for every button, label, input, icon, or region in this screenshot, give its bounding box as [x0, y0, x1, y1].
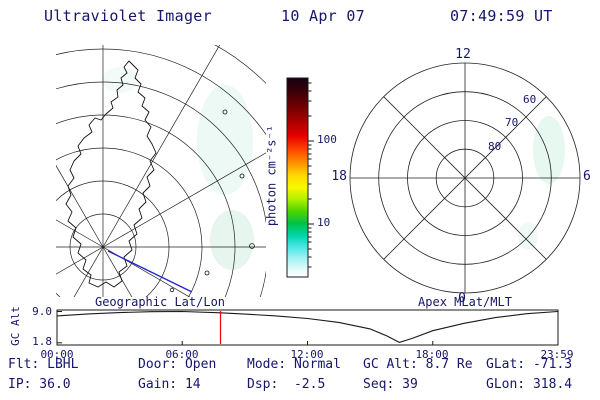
status-dsp: Dsp: -2.5: [247, 377, 326, 392]
islands: [169, 109, 255, 293]
orbit-track: [107, 250, 193, 293]
colorbar-ticks: [308, 82, 314, 268]
colorbar-units-label: photon cm⁻²s⁻¹: [264, 125, 279, 227]
status-door: Door: Open: [138, 357, 217, 372]
xtick-label: 18:00: [415, 348, 449, 361]
status-gain: Gain: 14: [138, 377, 201, 392]
mlat-ring-label-80: 80: [488, 140, 502, 153]
xtick-label: 00:00: [40, 348, 74, 361]
antarctica-coastline: [65, 60, 157, 288]
ytick-9: 9.0: [32, 305, 52, 318]
mlt-label-18: 18: [331, 169, 347, 184]
xtick-label: 12:00: [290, 348, 324, 361]
status-seq: Seq: 39: [363, 377, 418, 392]
geo-map-title: Geographic Lat/Lon: [94, 295, 226, 309]
gc-alt-curve: [56, 310, 558, 343]
colorbar-tick-100: 100: [317, 133, 337, 146]
gc-alt-axis-label: GC Alt: [8, 306, 22, 346]
gc-alt-plot: [56, 309, 559, 346]
status-gc-alt: GC Alt: 8.7 Re: [363, 357, 473, 372]
status-mode: Mode: Normal: [247, 357, 341, 372]
app-title: Ultraviolet Imager: [44, 7, 212, 25]
colorbar-gradient: [287, 78, 308, 277]
latlon-grid: [56, 45, 266, 297]
gc-alt-axis-ticks: [57, 311, 434, 345]
ytick-1-8: 1.8: [32, 335, 52, 348]
mlt-label-6: 6: [583, 169, 591, 184]
apex-emission-patches: [518, 116, 565, 250]
mlt-label-0: 0: [458, 291, 466, 306]
xtick-label: 06:00: [165, 348, 199, 361]
apex-grid: [349, 62, 581, 294]
mlat-ring-label-70: 70: [505, 116, 519, 129]
gc-alt-frame: [56, 309, 559, 346]
status-ip: IP: 36.0: [8, 377, 71, 392]
status-glat: GLat: -71.3: [486, 357, 573, 372]
geographic-map: [56, 45, 266, 297]
time-label: 07:49:59 UT: [450, 7, 553, 25]
uv-emission-patches: [102, 67, 254, 270]
status-flt: Flt: LBHL: [8, 357, 79, 372]
apex-plot-title: Apex MLat/MLT: [418, 295, 512, 309]
apex-polar-plot: [349, 62, 581, 294]
mlt-label-12: 12: [455, 47, 471, 62]
status-glon: GLon: 318.4: [486, 377, 573, 392]
colorbar: [286, 77, 314, 278]
mlat-ring-label-60: 60: [523, 93, 537, 106]
date-label: 10 Apr 07: [281, 7, 365, 25]
colorbar-tick-10: 10: [317, 216, 331, 229]
xtick-label: 23:59: [540, 348, 574, 361]
